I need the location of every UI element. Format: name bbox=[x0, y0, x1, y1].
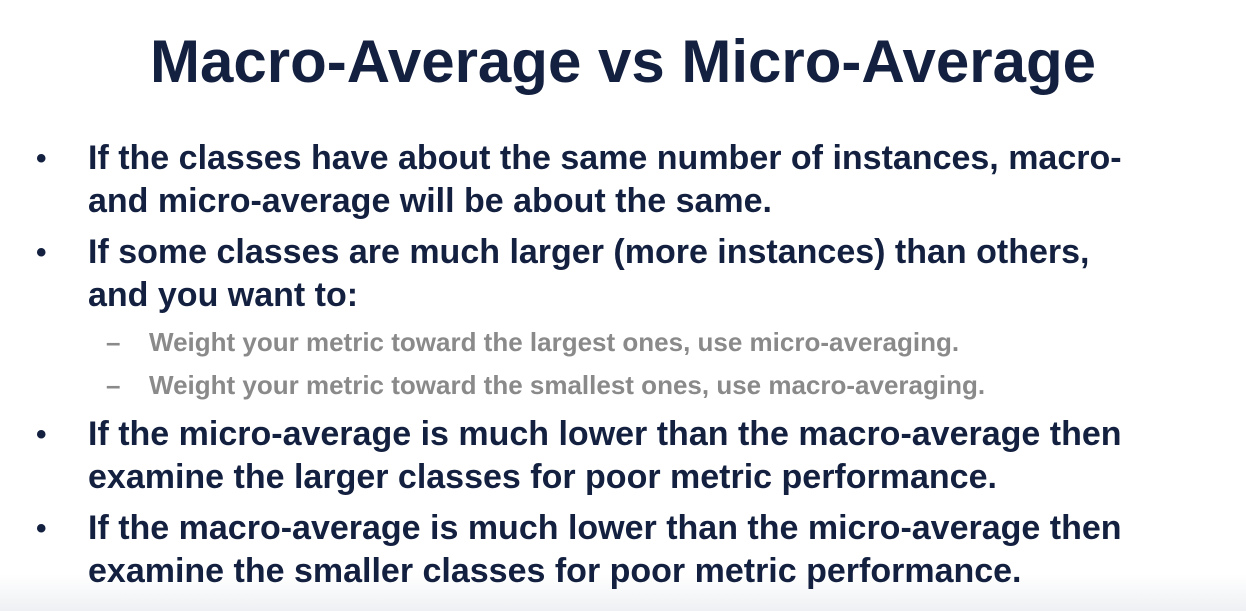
bullet-line: examine the larger classes for poor metr… bbox=[88, 458, 997, 496]
sub-item: Weight your metric toward the smallest o… bbox=[149, 370, 986, 400]
bullet-item: If the micro-average is much lower than … bbox=[88, 413, 1228, 499]
bullet-line: If the micro-average is much lower than … bbox=[88, 415, 1122, 453]
bullet-marker: • bbox=[36, 142, 47, 175]
bullet-line: and micro-average will be about the same… bbox=[88, 182, 772, 220]
bullet-marker: • bbox=[36, 418, 47, 451]
bullet-line: If some classes are much larger (more in… bbox=[88, 233, 1090, 271]
sub-item: Weight your metric toward the largest on… bbox=[149, 327, 960, 357]
bullet-marker: • bbox=[36, 236, 47, 269]
sub-item-marker: – bbox=[106, 327, 121, 357]
bullet-item: If the macro-average is much lower than … bbox=[88, 507, 1228, 593]
bullet-item: If the classes have about the same numbe… bbox=[88, 137, 1228, 223]
sub-item-marker: – bbox=[106, 370, 121, 400]
slide-title: Macro-Average vs Micro-Average bbox=[150, 28, 1096, 95]
bullet-line: and you want to: bbox=[88, 276, 359, 314]
bullet-line: If the macro-average is much lower than … bbox=[88, 509, 1122, 547]
bullet-line: examine the smaller classes for poor met… bbox=[88, 552, 1022, 590]
bullet-line: If the classes have about the same numbe… bbox=[88, 139, 1122, 177]
bullet-item: If some classes are much larger (more in… bbox=[88, 231, 1228, 317]
bullet-marker: • bbox=[36, 512, 47, 545]
